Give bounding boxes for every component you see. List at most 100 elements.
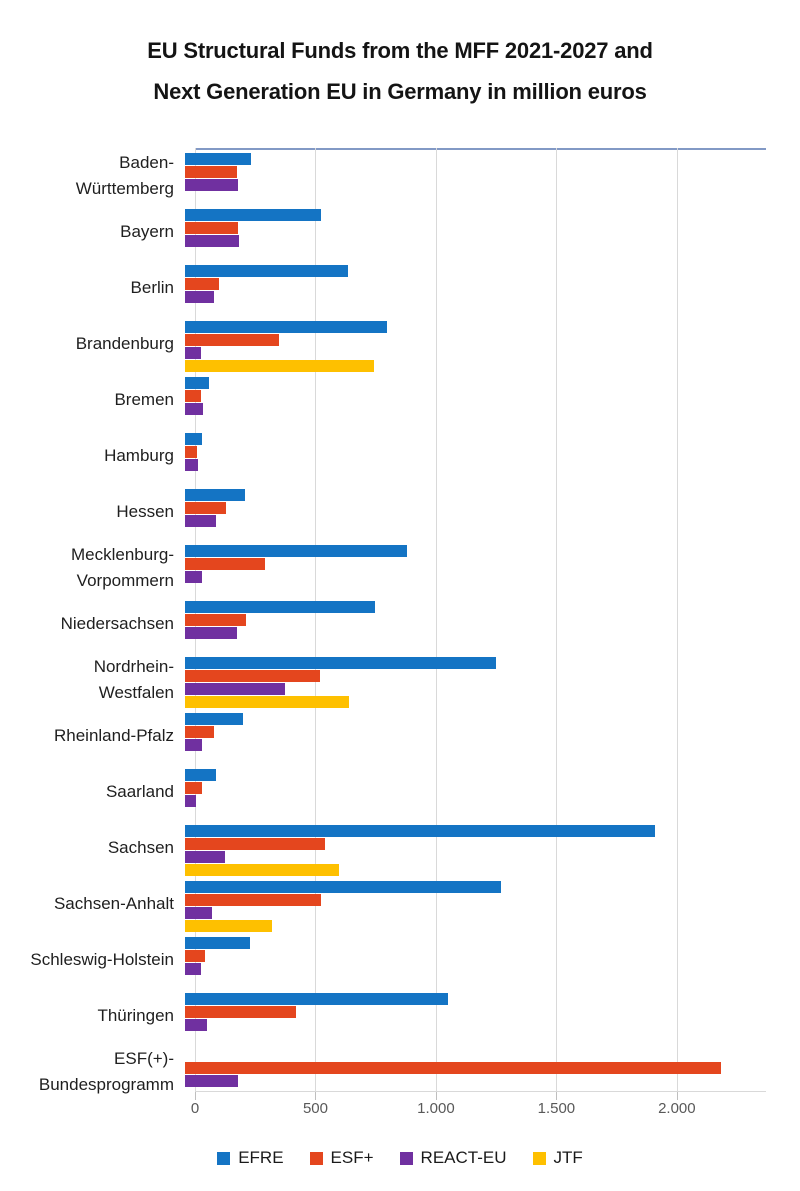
category-label-hamburg: Hamburg: [104, 446, 174, 465]
lane-jtf: [185, 303, 756, 316]
bar-react-eu-th-ringen: [185, 1018, 207, 1031]
gridline-1000: [435, 148, 437, 1091]
bar-esf-rheinland-pfalz: [185, 725, 214, 738]
legend-item-jtf: JTF: [532, 1148, 583, 1168]
bar-group: [185, 540, 756, 596]
bar-esf-hessen: [185, 501, 226, 514]
category-label-sachsen: Sachsen: [107, 838, 174, 857]
bar-react-eu-schleswig-holstein: [185, 962, 201, 975]
category-label-nordrhein-westfalen: Nordrhein- Westfalen: [93, 657, 174, 702]
bar-group: [185, 764, 756, 820]
bar-react-eu-sachsen-anhalt: [185, 906, 212, 919]
legend-label-efre: EFRE: [238, 1148, 284, 1167]
chart-title-line1: EU Structural Funds from the MFF 2021-20…: [147, 38, 653, 63]
tick-1000: [435, 1092, 437, 1100]
lane-esf: [185, 1005, 756, 1018]
lane-jtf: [185, 1031, 756, 1044]
bar-react-eu-bayern: [185, 234, 240, 247]
chart-row-nordrhein-westfalen: Nordrhein- Westfalen: [0, 652, 800, 708]
bar-react-eu-rheinland-pfalz: [185, 738, 202, 751]
lane-jtf: [185, 527, 756, 540]
lane-esf: [185, 165, 756, 178]
lane-jtf: [185, 639, 756, 652]
x-tick-label-1500: 1.500: [537, 1100, 576, 1117]
lane-efre: [185, 376, 756, 389]
lane-efre: [185, 824, 756, 837]
category-label-niedersachsen: Niedersachsen: [60, 614, 174, 633]
bar-efre-berlin: [185, 264, 348, 277]
plot-top-border: [195, 148, 766, 150]
bar-react-eu-esf-bundesprogramm: [185, 1074, 238, 1087]
bar-esf-hamburg: [185, 445, 198, 458]
bar-esf-sachsen-anhalt: [185, 893, 322, 906]
bar-esf-th-ringen: [185, 1005, 296, 1018]
category-label-mecklenburg-vorpommern: Mecklenburg- Vorpommern: [71, 545, 174, 590]
jtf-swatch-icon: [532, 1151, 546, 1165]
bar-group: [185, 988, 756, 1044]
bar-esf-saarland: [185, 781, 202, 794]
chart-row-bayern: Bayern: [0, 204, 800, 260]
legend-item-esf: ESF+: [309, 1148, 374, 1168]
bar-group: [185, 876, 756, 932]
category-label-baden-w-rttemberg: Baden- Württemberg: [75, 153, 174, 198]
bar-group: [185, 260, 756, 316]
bar-efre-mecklenburg-vorpommern: [185, 544, 407, 557]
lane-efre: [185, 208, 756, 221]
bar-efre-th-ringen: [185, 992, 448, 1005]
bar-react-eu-hessen: [185, 514, 217, 527]
bar-jtf-brandenburg: [185, 359, 375, 372]
bar-jtf-nordrhein-westfalen: [185, 695, 349, 708]
esf-swatch-icon: [309, 1151, 323, 1165]
category-label-esf-bundesprogramm: ESF(+)- Bundesprogramm: [38, 1049, 174, 1094]
bar-esf-sachsen: [185, 837, 325, 850]
bar-group: [185, 1044, 756, 1100]
lane-efre: [185, 1048, 756, 1061]
legend-item-react-eu: REACT-EU: [399, 1148, 507, 1168]
bar-group: [185, 932, 756, 988]
lane-esf: [185, 389, 756, 402]
lane-jtf: [185, 807, 756, 820]
bar-esf-esf-bundesprogramm: [185, 1061, 722, 1074]
chart-row-bremen: Bremen: [0, 372, 800, 428]
chart-title: EU Structural Funds from the MFF 2021-20…: [0, 30, 800, 112]
category-label-th-ringen: Thüringen: [97, 1006, 174, 1025]
lane-jtf: [185, 863, 756, 876]
bar-efre-sachsen-anhalt: [185, 880, 501, 893]
bar-esf-schleswig-holstein: [185, 949, 206, 962]
bar-react-eu-sachsen: [185, 850, 225, 863]
bar-esf-bayern: [185, 221, 238, 234]
bar-react-eu-brandenburg: [185, 346, 201, 359]
chart-row-baden-w-rttemberg: Baden- Württemberg: [0, 148, 800, 204]
lane-jtf: [185, 975, 756, 988]
bar-group: [185, 204, 756, 260]
lane-react-eu: [185, 570, 756, 583]
lane-jtf: [185, 751, 756, 764]
chart-row-brandenburg: Brandenburg: [0, 316, 800, 372]
legend: EFRE ESF+ REACT-EU JTF: [0, 1148, 800, 1168]
lane-react-eu: [185, 290, 756, 303]
lane-react-eu: [185, 850, 756, 863]
lane-efre: [185, 880, 756, 893]
lane-esf: [185, 949, 756, 962]
bar-chart: Baden- Württemberg Bayern Berlin Brandenburg…: [0, 148, 800, 1100]
bar-efre-niedersachsen: [185, 600, 376, 613]
chart-row-saarland: Saarland: [0, 764, 800, 820]
lane-esf: [185, 1061, 756, 1074]
bar-react-eu-hamburg: [185, 458, 199, 471]
chart-title-line2: Next Generation EU in Germany in million…: [153, 79, 647, 104]
lane-jtf: [185, 919, 756, 932]
react-eu-swatch-icon: [399, 1151, 413, 1165]
chart-row-schleswig-holstein: Schleswig-Holstein: [0, 932, 800, 988]
tick-500: [315, 1092, 317, 1100]
efre-swatch-icon: [217, 1151, 231, 1165]
chart-row-niedersachsen: Niedersachsen: [0, 596, 800, 652]
bar-esf-mecklenburg-vorpommern: [185, 557, 265, 570]
legend-label-react-eu: REACT-EU: [420, 1148, 507, 1167]
chart-row-rheinland-pfalz: Rheinland-Pfalz: [0, 708, 800, 764]
lane-jtf: [185, 471, 756, 484]
legend-label-esf: ESF+: [330, 1148, 374, 1167]
x-tick-label-500: 500: [302, 1100, 328, 1117]
lane-react-eu: [185, 178, 756, 191]
lane-esf: [185, 781, 756, 794]
